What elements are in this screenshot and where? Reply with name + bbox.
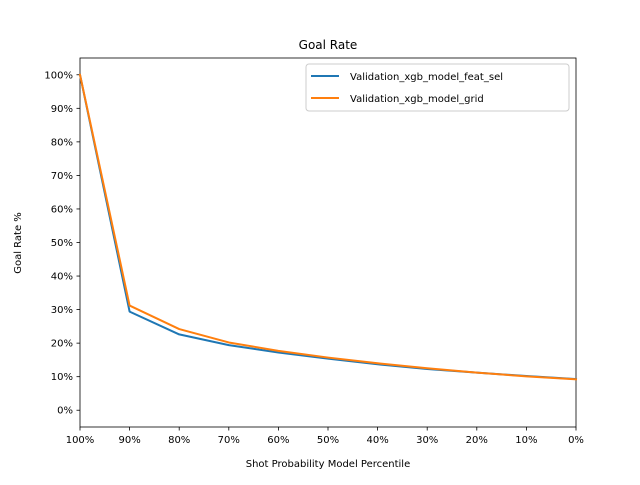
- x-tick-label: 90%: [118, 435, 140, 446]
- y-tick-label: 90%: [51, 104, 73, 115]
- y-axis-title: Goal Rate %: [13, 212, 24, 274]
- x-tick-label: 10%: [515, 435, 537, 446]
- legend: Validation_xgb_model_feat_sel Validation_…: [305, 63, 570, 112]
- legend-box: [305, 63, 570, 112]
- series-line-2: [78, 73, 578, 381]
- y-tick-label: 40%: [51, 272, 73, 283]
- chart-title: Goal Rate: [299, 38, 358, 52]
- axis-ticks: 100% 90% 80% 70% 60% 50% 40% 30% 20% 10% 0% 0% 10% 20…: [44, 70, 584, 446]
- y-tick-label: 60%: [51, 204, 73, 215]
- x-tick-label: 20%: [466, 435, 488, 446]
- legend-label-1: Validation_xgb_model_feat_sel: [350, 72, 503, 83]
- x-tick-label: 50%: [317, 435, 339, 446]
- y-tick-label: 20%: [51, 339, 73, 350]
- x-axis-title: Shot Probability Model Percentile: [246, 459, 410, 470]
- plot-frame: [79, 57, 577, 428]
- series-lines: [78, 73, 578, 381]
- y-tick-label: 100%: [44, 70, 73, 81]
- x-tick-label: 40%: [366, 435, 388, 446]
- plot-area: [79, 57, 577, 428]
- legend-label-2: Validation_xgb_model_grid: [350, 94, 484, 105]
- y-tick-label: 50%: [51, 238, 73, 249]
- y-tick-label: 70%: [51, 171, 73, 182]
- x-tick-label: 60%: [267, 435, 289, 446]
- x-tick-label: 100%: [66, 435, 95, 446]
- x-tick-label: 80%: [168, 435, 190, 446]
- x-tick-label: 30%: [416, 435, 438, 446]
- y-tick-label: 30%: [51, 305, 73, 316]
- y-tick-label: 80%: [51, 137, 73, 148]
- y-tick-label: 10%: [51, 372, 73, 383]
- y-tick-label: 0%: [57, 406, 73, 417]
- x-tick-label: 0%: [568, 435, 584, 446]
- x-tick-label: 70%: [218, 435, 240, 446]
